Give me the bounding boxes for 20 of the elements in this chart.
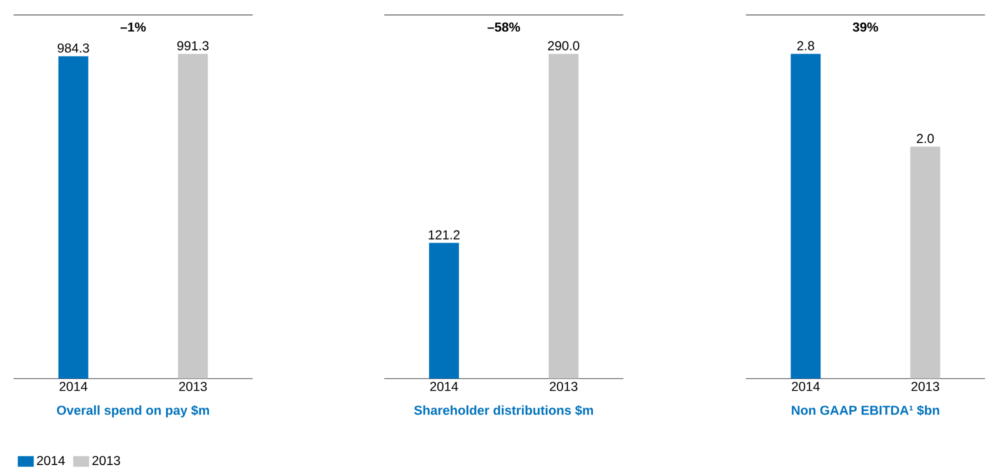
- text: Non GAAP EBITDA¹ $bn: [792, 404, 940, 416]
- x-tick-label: 2013: [179, 382, 207, 391]
- x-tick-label: 2014: [792, 382, 820, 391]
- data-label: 2.8: [797, 41, 814, 50]
- data-label: 984.3: [58, 43, 89, 52]
- legend-label: 2014: [37, 456, 65, 465]
- x-tick-label: 2013: [550, 382, 578, 391]
- text: Overall spend on pay $m: [57, 404, 209, 418]
- text: –58%: [488, 22, 520, 32]
- text: –1%: [120, 22, 146, 32]
- legend-label: 2013: [92, 456, 120, 465]
- text: Shareholder distributions $m: [414, 404, 593, 416]
- x-tick-label: 2014: [430, 382, 458, 391]
- data-label: 121.2: [428, 230, 460, 240]
- data-label: 290.0: [548, 41, 580, 50]
- x-tick-label: 2014: [60, 382, 88, 391]
- text: 39%: [852, 22, 878, 32]
- data-label: 2.0: [916, 134, 934, 143]
- data-label: 991.3: [177, 41, 209, 50]
- x-tick-label: 2013: [911, 382, 940, 391]
